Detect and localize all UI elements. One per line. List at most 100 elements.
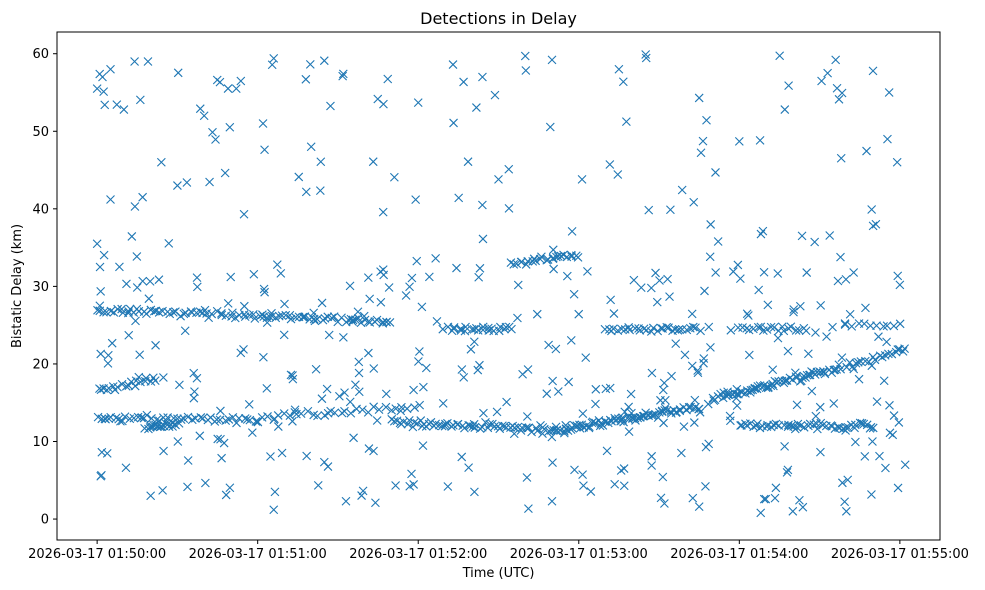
- data-point: [547, 55, 557, 65]
- data-point: [121, 463, 131, 473]
- data-point: [217, 453, 226, 463]
- data-point: [868, 423, 878, 433]
- data-point: [756, 229, 766, 239]
- data-point: [753, 322, 763, 332]
- data-point: [216, 406, 225, 416]
- data-point: [269, 505, 279, 515]
- data-point: [695, 407, 705, 417]
- data-point: [379, 99, 388, 109]
- data-point: [354, 357, 364, 367]
- data-point: [735, 274, 745, 284]
- data-point: [658, 472, 668, 482]
- data-point: [857, 418, 867, 428]
- x-tick-label: 2026-03-17 01:55:00: [831, 547, 969, 562]
- data-point: [822, 332, 831, 342]
- data-point: [513, 313, 522, 323]
- data-point: [752, 384, 762, 394]
- data-point: [797, 231, 807, 241]
- data-point: [656, 493, 666, 503]
- data-point: [195, 307, 205, 317]
- data-point: [694, 404, 704, 414]
- data-point: [816, 300, 826, 310]
- data-point: [704, 439, 714, 449]
- data-point: [769, 322, 779, 332]
- data-point: [405, 481, 415, 491]
- data-point: [547, 432, 557, 442]
- data-point: [368, 157, 378, 167]
- data-point: [889, 411, 899, 420]
- data-point: [317, 298, 327, 308]
- data-point: [789, 305, 799, 314]
- data-point: [358, 486, 368, 496]
- data-point: [384, 283, 394, 292]
- data-point: [102, 448, 112, 458]
- data-point: [893, 271, 903, 281]
- data-point: [506, 258, 516, 268]
- data-point: [816, 447, 825, 457]
- data-point: [788, 506, 798, 516]
- data-point: [99, 250, 109, 260]
- data-point: [309, 308, 319, 318]
- data-point: [762, 325, 772, 334]
- data-point: [783, 465, 793, 475]
- data-point: [524, 504, 533, 514]
- data-point: [887, 349, 897, 359]
- data-point: [783, 323, 793, 333]
- data-point: [250, 314, 260, 323]
- data-point: [803, 349, 813, 359]
- data-point: [138, 192, 148, 202]
- data-point: [569, 289, 579, 299]
- data-point: [391, 404, 401, 414]
- data-point: [513, 280, 523, 290]
- data-point: [780, 376, 790, 386]
- data-point: [769, 381, 778, 391]
- data-point: [354, 368, 364, 378]
- data-point: [219, 438, 229, 448]
- data-point: [449, 324, 459, 334]
- data-point: [97, 414, 107, 424]
- data-point: [688, 493, 698, 503]
- data-point: [131, 316, 140, 326]
- data-point: [732, 384, 742, 394]
- data-point: [95, 301, 105, 311]
- data-point: [142, 410, 152, 420]
- data-point: [112, 100, 122, 110]
- data-point: [221, 416, 231, 426]
- data-point: [479, 408, 488, 418]
- data-point: [706, 220, 716, 229]
- data-point: [885, 400, 894, 410]
- data-point: [779, 326, 789, 336]
- data-point: [706, 342, 715, 352]
- data-point: [381, 389, 391, 399]
- data-point: [269, 53, 279, 63]
- data-point: [93, 305, 102, 315]
- data-point: [349, 433, 358, 443]
- data-point: [667, 371, 676, 381]
- data-point: [660, 499, 669, 508]
- data-point: [341, 496, 351, 506]
- data-point: [99, 87, 109, 96]
- data-point: [831, 55, 841, 65]
- data-point: [811, 328, 820, 337]
- data-point: [240, 414, 250, 423]
- data-point: [205, 177, 214, 187]
- data-point: [164, 422, 174, 432]
- data-point: [713, 237, 723, 246]
- data-point: [317, 394, 327, 404]
- data-point: [816, 367, 825, 377]
- data-point: [363, 273, 373, 282]
- data-point: [369, 364, 379, 373]
- data-point: [103, 350, 113, 360]
- data-point: [687, 361, 697, 371]
- data-point: [700, 286, 709, 296]
- data-point: [443, 482, 453, 491]
- data-point: [345, 397, 355, 407]
- data-point: [759, 267, 769, 277]
- data-point: [621, 117, 631, 127]
- data-point: [625, 325, 635, 335]
- data-point: [111, 413, 121, 423]
- data-point: [113, 304, 123, 314]
- data-point: [867, 361, 877, 371]
- data-point: [744, 350, 754, 360]
- data-point: [733, 260, 743, 270]
